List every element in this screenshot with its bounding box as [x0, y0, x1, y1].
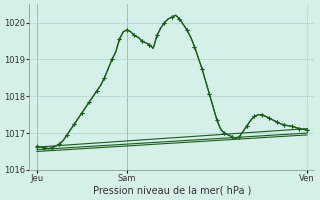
- X-axis label: Pression niveau de la mer( hPa ): Pression niveau de la mer( hPa ): [93, 186, 251, 196]
